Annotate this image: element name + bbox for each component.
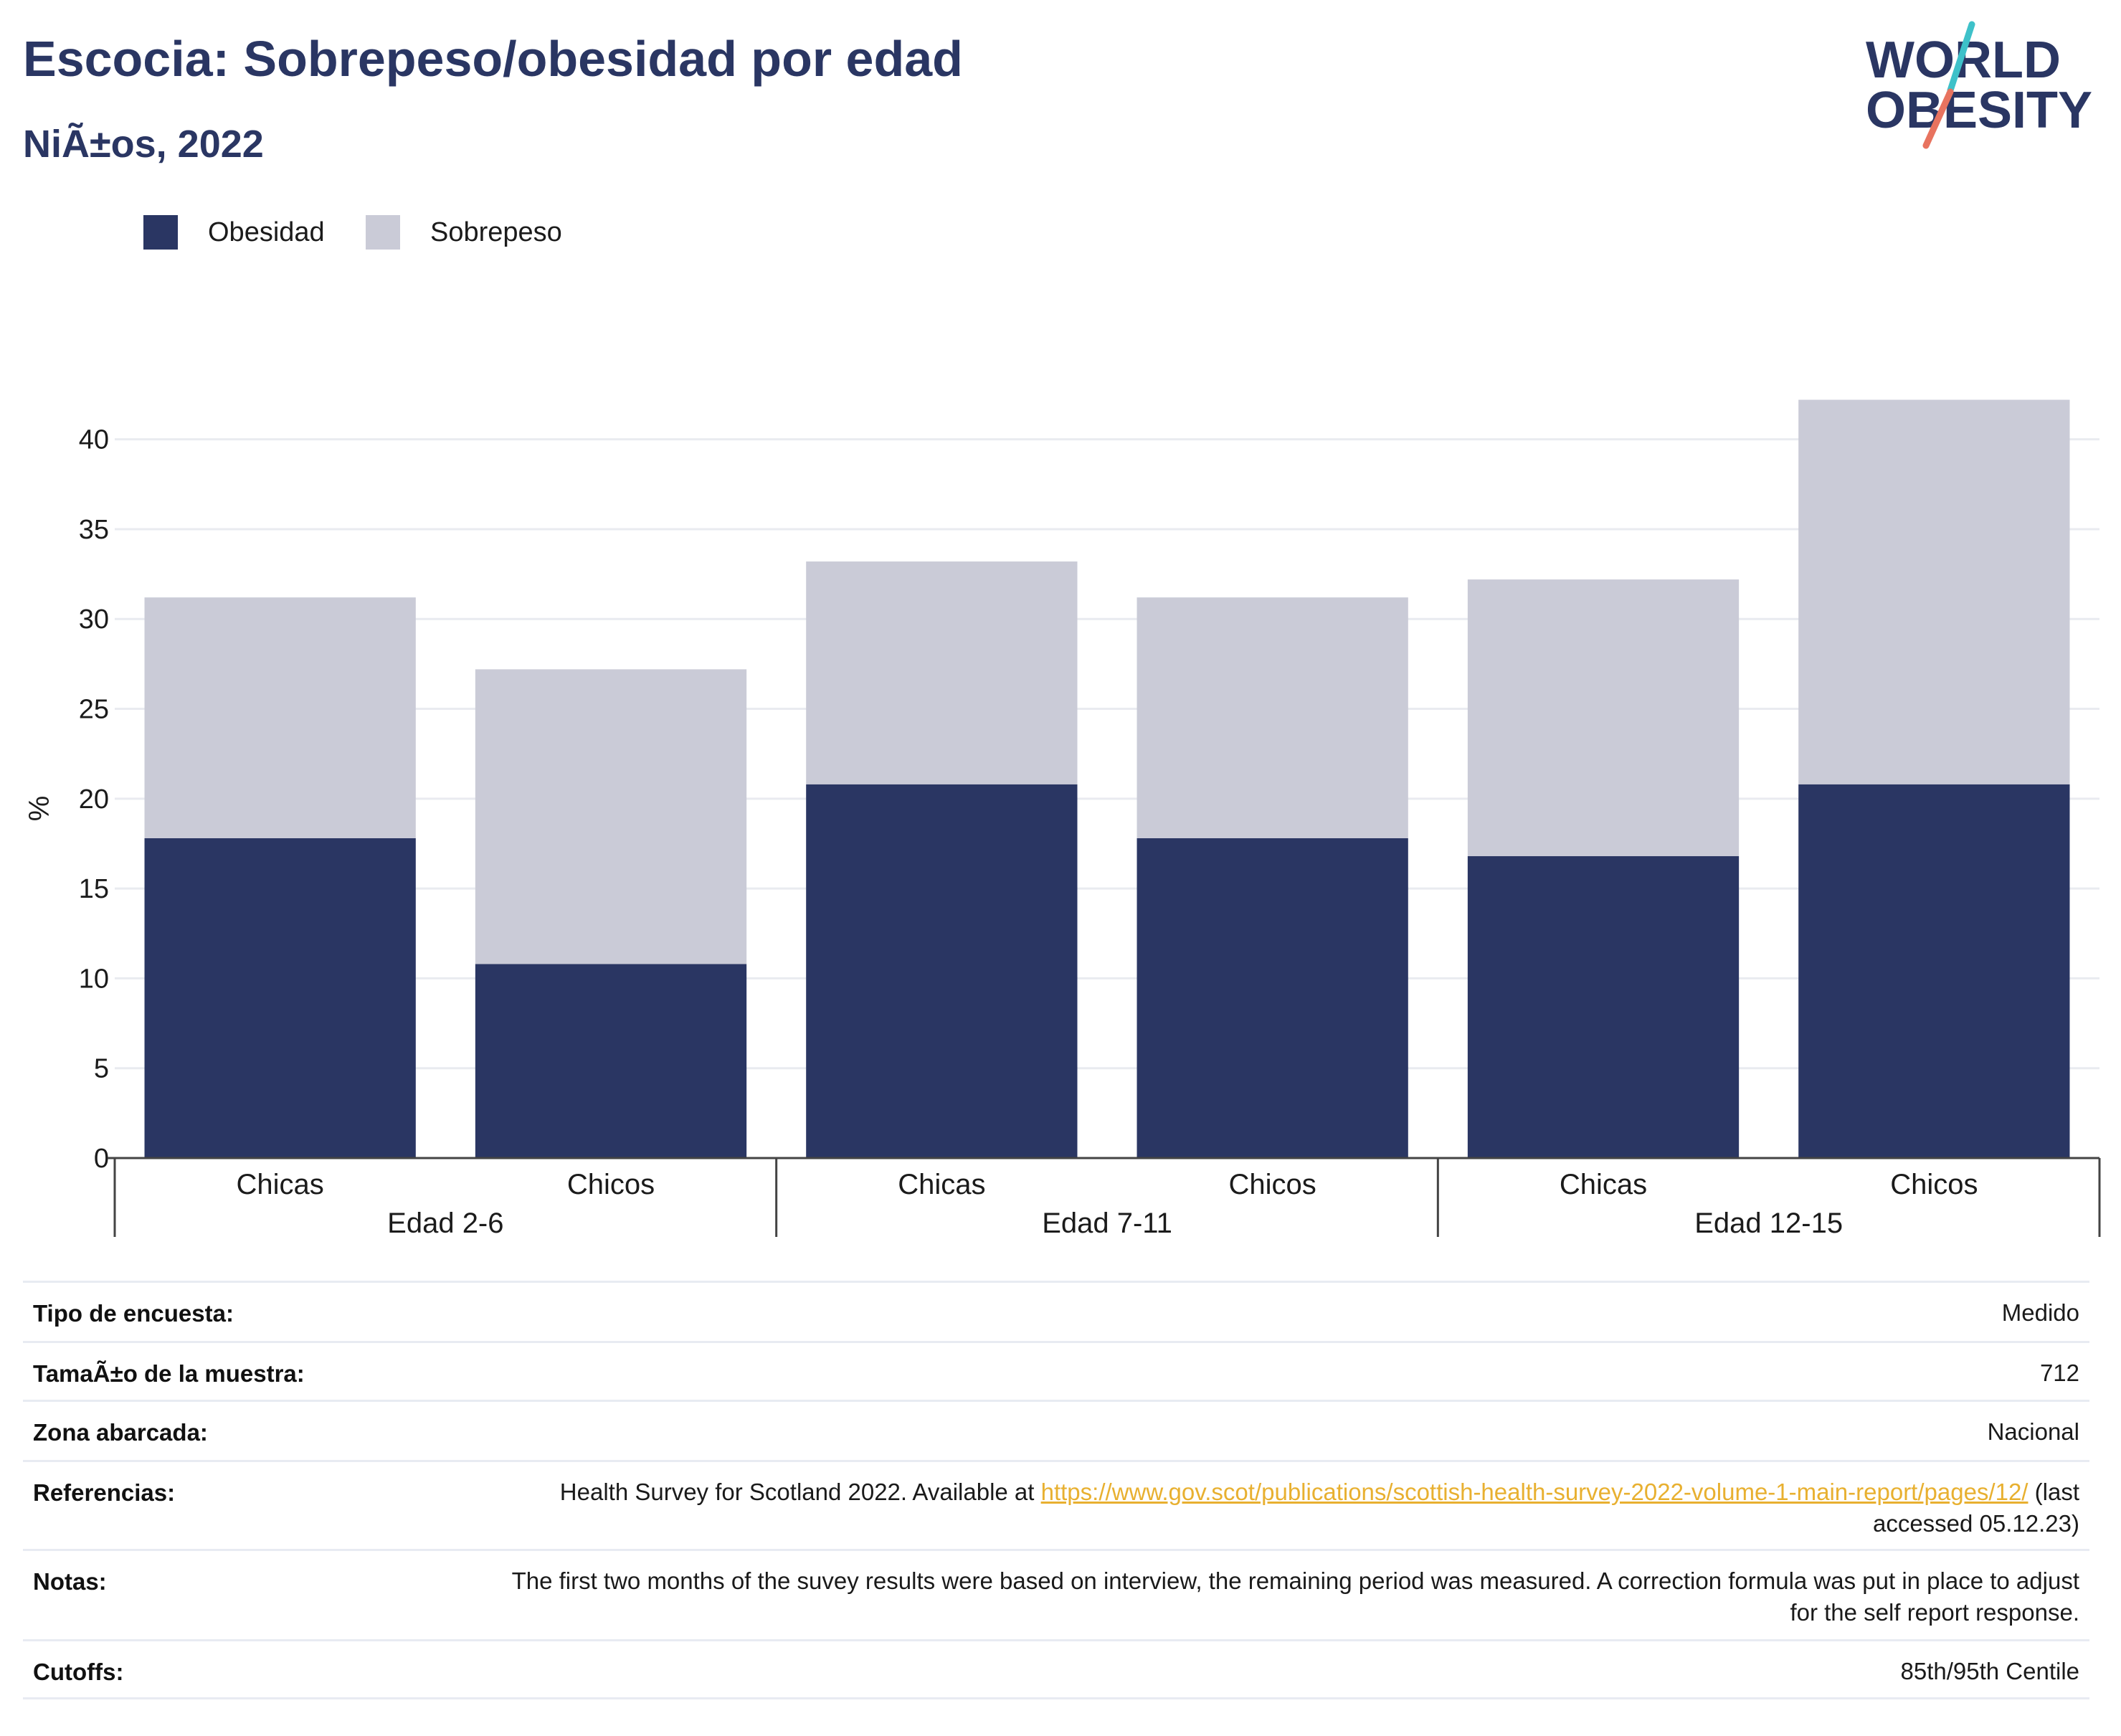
detail-value: Health Survey for Scotland 2022. Availab… [502, 1462, 2079, 1549]
y-tick-label: 40 [79, 425, 109, 455]
detail-row-coverage: Zona abarcada: Nacional [23, 1400, 2089, 1460]
stacked-bar-chart: 0 5 10 15 20 25 30 35 40% Chicas Chicos Chicas Chico… [24, 399, 2101, 1239]
detail-row-survey-type: Tipo de encuesta: Medido [23, 1281, 2089, 1341]
detail-key: Cutoffs: [33, 1659, 124, 1685]
x-category-label: Chicos [567, 1169, 655, 1200]
bar-obesidad-5 [1798, 784, 2070, 1158]
y-tick-label: 0 [94, 1144, 109, 1174]
reference-link[interactable]: https://www.gov.scot/publications/scotti… [1040, 1479, 2029, 1505]
bar-sobrepeso-3 [1137, 597, 1408, 838]
bar-sobrepeso-0 [144, 597, 416, 838]
survey-details-table: Tipo de encuesta: Medido TamaÃ±o de la m… [23, 1281, 2089, 1699]
legend-label-sobrepeso: Sobrepeso [430, 217, 562, 247]
y-axis-title: % [24, 796, 55, 822]
legend-swatch-obesidad [143, 215, 178, 250]
detail-row-notes: Notas: The first two months of the suvey… [23, 1549, 2089, 1639]
logo-slash-red [1922, 88, 1954, 149]
bar-sobrepeso-5 [1798, 399, 2070, 784]
detail-key: TamaÃ±o de la muestra: [33, 1360, 305, 1387]
y-tick-label: 35 [79, 515, 109, 545]
x-group-label: Edad 12-15 [1694, 1208, 1843, 1239]
x-category-label: Chicos [1890, 1169, 1978, 1200]
bar-sobrepeso-1 [475, 669, 747, 964]
reference-suffix: (last accessed 05.12.23) [1872, 1479, 2079, 1537]
bar-sobrepeso-4 [1467, 579, 1740, 857]
y-tick-label: 30 [79, 604, 109, 635]
x-group-label: Edad 7-11 [1042, 1208, 1172, 1239]
detail-row-references: Referencias: Health Survey for Scotland … [23, 1460, 2089, 1549]
bar-obesidad-4 [1467, 856, 1740, 1158]
chart-title: Escocia: Sobrepeso/obesidad por edad [23, 31, 963, 87]
x-category-label: Chicos [1229, 1169, 1316, 1200]
detail-key: Notas: [33, 1568, 107, 1595]
detail-key: Tipo de encuesta: [33, 1300, 234, 1327]
detail-key: Referencias: [33, 1479, 176, 1506]
detail-value: 85th/95th Centile [1900, 1658, 2079, 1684]
detail-key: Zona abarcada: [33, 1419, 208, 1446]
detail-value: Nacional [1987, 1418, 2079, 1445]
reference-text: Health Survey for Scotland 2022. Availab… [559, 1479, 1041, 1505]
y-tick-label: 20 [79, 784, 109, 815]
bar-sobrepeso-2 [806, 561, 1078, 784]
y-tick-label: 5 [94, 1054, 109, 1084]
logo-line2: OBESITY [1866, 82, 2092, 139]
detail-row-cutoffs: Cutoffs: 85th/95th Centile [23, 1639, 2089, 1699]
bar-obesidad-2 [806, 784, 1078, 1158]
x-group-label: Edad 2-6 [387, 1208, 503, 1239]
bar-obesidad-0 [144, 838, 416, 1158]
bar-obesidad-3 [1137, 838, 1408, 1158]
legend-label-obesidad: Obesidad [208, 217, 325, 247]
detail-value: Medido [2001, 1299, 2079, 1326]
y-tick-label: 15 [79, 874, 109, 904]
x-category-label: Chicas [898, 1169, 985, 1200]
detail-value: The first two months of the suvey result… [511, 1567, 2079, 1626]
detail-value: 712 [2039, 1360, 2079, 1386]
detail-row-sample-size: TamaÃ±o de la muestra: 712 [23, 1341, 2089, 1400]
bar-obesidad-1 [475, 964, 747, 1158]
world-obesity-logo: WORLD OBESITY [1866, 21, 2092, 149]
y-tick-label: 10 [79, 964, 109, 994]
legend-swatch-sobrepeso [366, 215, 400, 250]
x-category-label: Chicas [1560, 1169, 1647, 1200]
y-tick-label: 25 [79, 695, 109, 725]
x-category-label: Chicas [237, 1169, 324, 1200]
chart-subtitle: NiÃ±os, 2022 [23, 123, 264, 166]
logo-slash-teal [1947, 21, 1975, 94]
